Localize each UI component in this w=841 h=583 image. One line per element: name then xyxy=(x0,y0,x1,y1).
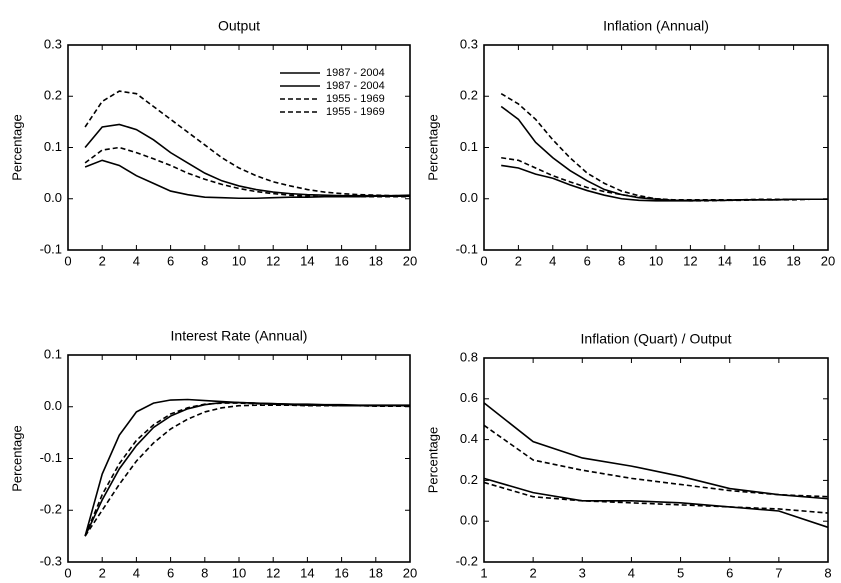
series-line xyxy=(501,156,828,201)
series-line xyxy=(84,402,410,537)
y-tick-label: 0.0 xyxy=(460,190,478,205)
x-tick-label: 8 xyxy=(618,253,625,268)
y-tick-label: -0.2 xyxy=(40,502,62,517)
y-tick-label: 0.4 xyxy=(460,431,478,446)
x-tick-label: 18 xyxy=(369,253,383,268)
y-tick-label: -0.3 xyxy=(40,553,62,568)
series-line xyxy=(84,398,410,537)
x-tick-label: 10 xyxy=(232,253,246,268)
series-line xyxy=(500,105,828,202)
chart-title: Interest Rate (Annual) xyxy=(171,328,308,344)
y-tick-label: 0.2 xyxy=(460,88,478,103)
series-line xyxy=(483,424,829,498)
x-tick-label: 8 xyxy=(824,565,831,580)
x-tick-label: 2 xyxy=(530,565,537,580)
y-tick-label: 0.2 xyxy=(44,88,62,103)
x-tick-label: 6 xyxy=(167,565,174,580)
legend-label: 1955 - 1969 xyxy=(326,93,385,105)
series-line xyxy=(84,159,410,200)
y-axis-label: Percentage xyxy=(9,114,24,181)
plot-frame xyxy=(67,354,411,563)
series-line xyxy=(84,146,410,198)
x-tick-label: 10 xyxy=(649,253,663,268)
x-tick-label: 2 xyxy=(99,253,106,268)
y-axis-label: Percentage xyxy=(425,114,440,181)
series-line xyxy=(84,123,411,197)
y-axis-label: Percentage xyxy=(425,427,440,494)
y-tick-label: 0.0 xyxy=(44,398,62,413)
y-axis-label: Percentage xyxy=(9,425,24,492)
x-tick-label: 6 xyxy=(726,565,733,580)
x-tick-label: 3 xyxy=(579,565,586,580)
x-tick-label: 16 xyxy=(334,253,348,268)
x-tick-label: 18 xyxy=(369,565,383,580)
legend-label: 1987 - 2004 xyxy=(326,80,385,92)
x-tick-label: 20 xyxy=(821,253,835,268)
y-tick-label: 0.2 xyxy=(460,472,478,487)
x-tick-label: 6 xyxy=(584,253,591,268)
x-tick-label: 14 xyxy=(300,565,314,580)
x-tick-label: 4 xyxy=(133,253,140,268)
y-tick-label: 0.6 xyxy=(460,390,478,405)
y-tick-label: 0.3 xyxy=(44,36,62,51)
y-tick-label: 0.1 xyxy=(44,346,62,361)
x-tick-label: 6 xyxy=(167,253,174,268)
series-line xyxy=(500,93,828,202)
x-tick-label: 4 xyxy=(549,253,556,268)
series-line xyxy=(483,402,829,500)
x-tick-label: 18 xyxy=(786,253,800,268)
x-tick-label: 14 xyxy=(300,253,314,268)
x-tick-label: 16 xyxy=(334,565,348,580)
y-tick-label: 0.0 xyxy=(460,513,478,528)
legend-label: 1955 - 1969 xyxy=(326,106,385,118)
plot-frame xyxy=(483,44,829,251)
y-tick-label: -0.1 xyxy=(456,241,478,256)
x-tick-label: 20 xyxy=(403,253,417,268)
x-tick-label: 5 xyxy=(677,565,684,580)
y-tick-label: -0.1 xyxy=(40,241,62,256)
x-tick-label: 12 xyxy=(266,253,280,268)
legend-label: 1987 - 2004 xyxy=(326,67,385,79)
x-tick-label: 14 xyxy=(718,253,732,268)
series-line xyxy=(84,90,410,197)
x-tick-label: 8 xyxy=(201,565,208,580)
y-tick-label: 0.0 xyxy=(44,190,62,205)
series-line xyxy=(483,481,829,514)
series-line xyxy=(84,401,410,537)
series-line xyxy=(501,164,828,202)
x-tick-label: 4 xyxy=(133,565,140,580)
chart-title: Output xyxy=(218,18,260,34)
x-tick-label: 7 xyxy=(775,565,782,580)
y-tick-label: 0.8 xyxy=(460,349,478,364)
x-tick-label: 20 xyxy=(403,565,417,580)
x-tick-label: 1 xyxy=(480,565,487,580)
y-tick-label: 0.1 xyxy=(44,139,62,154)
y-tick-label: 0.1 xyxy=(460,139,478,154)
chart-title: Inflation (Quart) / Output xyxy=(581,331,732,347)
x-tick-label: 0 xyxy=(480,253,487,268)
x-tick-label: 2 xyxy=(99,565,106,580)
x-tick-label: 12 xyxy=(683,253,697,268)
y-tick-label: -0.1 xyxy=(40,450,62,465)
x-tick-label: 0 xyxy=(64,253,71,268)
series-line xyxy=(84,404,410,537)
x-tick-label: 12 xyxy=(266,565,280,580)
y-tick-label: -0.2 xyxy=(456,553,478,568)
x-tick-label: 16 xyxy=(752,253,766,268)
series-line xyxy=(483,477,829,529)
x-tick-label: 10 xyxy=(232,565,246,580)
plot-frame xyxy=(483,357,829,563)
y-tick-label: 0.3 xyxy=(460,36,478,51)
x-tick-label: 4 xyxy=(628,565,635,580)
plot-frame xyxy=(67,44,411,251)
x-tick-label: 8 xyxy=(201,253,208,268)
chart-title: Inflation (Annual) xyxy=(603,18,709,34)
x-tick-label: 2 xyxy=(515,253,522,268)
x-tick-label: 0 xyxy=(64,565,71,580)
